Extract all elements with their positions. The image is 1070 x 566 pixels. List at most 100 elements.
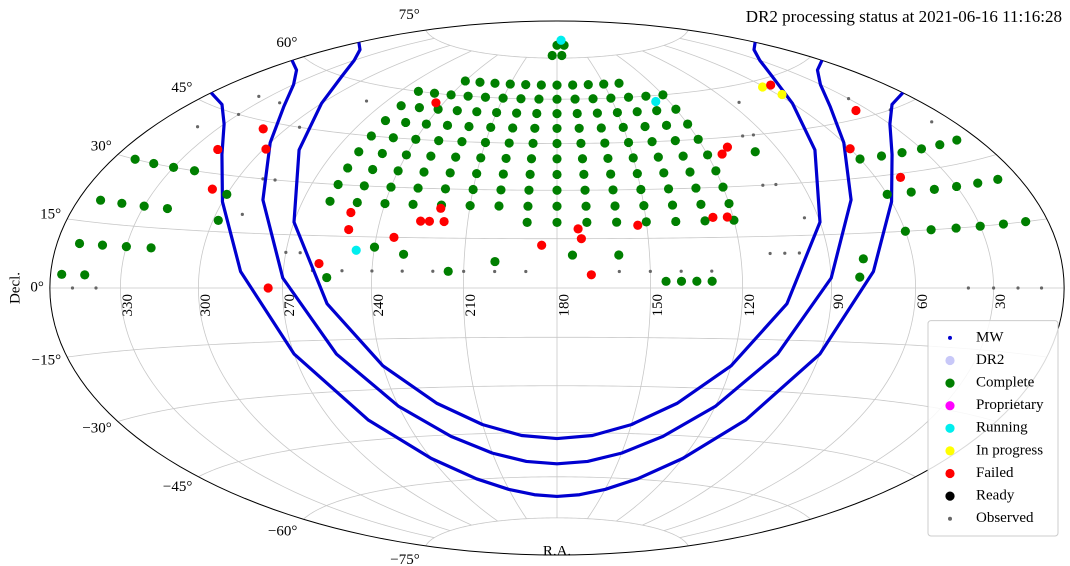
data-point [858, 254, 868, 264]
data-point [380, 198, 390, 209]
data-point [463, 91, 473, 101]
data-point [552, 154, 562, 164]
data-point [369, 242, 380, 252]
data-point [700, 216, 710, 226]
data-point [577, 154, 588, 164]
data-point [523, 201, 533, 211]
data-point [426, 151, 436, 161]
data-point [436, 203, 446, 213]
data-point [297, 125, 302, 129]
x-tick-label: 180 [556, 294, 572, 317]
data-point [640, 121, 650, 132]
data-point [496, 185, 506, 195]
data-point [490, 78, 500, 88]
data-point [476, 153, 486, 163]
data-point [926, 225, 936, 235]
data-point [70, 286, 75, 290]
data-point [855, 272, 865, 282]
data-point [351, 245, 361, 255]
data-point [457, 137, 467, 147]
data-point [284, 250, 288, 255]
data-point [344, 224, 354, 235]
data-point [396, 101, 406, 111]
data-point [661, 276, 671, 286]
data-point [273, 178, 277, 182]
data-point [480, 92, 491, 102]
data-point [380, 115, 391, 126]
data-point [434, 136, 444, 146]
data-point [600, 138, 610, 148]
y-tick-label: −15° [32, 352, 61, 368]
data-point [498, 93, 508, 103]
x-axis-label: R.A. [543, 543, 571, 559]
data-point [724, 198, 734, 209]
data-point [973, 178, 983, 188]
data-point [354, 147, 364, 157]
data-point [521, 80, 531, 90]
legend-label: DR2 [976, 352, 1004, 368]
data-point [653, 152, 663, 162]
x-tick-label: 240 [371, 294, 387, 317]
data-point [416, 216, 426, 226]
y-tick-label: 45° [171, 80, 192, 96]
data-point [386, 182, 396, 192]
data-point [524, 269, 528, 274]
data-point [516, 94, 526, 104]
data-point [906, 187, 916, 197]
data-point [421, 119, 431, 129]
x-tick-label: 30 [993, 294, 1009, 309]
data-point [146, 243, 156, 253]
data-point [592, 108, 602, 118]
data-point [1039, 286, 1044, 290]
data-point [648, 269, 652, 273]
data-point [722, 212, 732, 222]
legend-marker [945, 468, 955, 479]
data-point [236, 112, 241, 117]
legend-label: Proprietary [976, 397, 1044, 413]
data-point [617, 269, 621, 274]
data-point [761, 183, 765, 187]
data-point [257, 94, 261, 98]
y-tick-label: 60° [276, 35, 297, 51]
data-point [121, 242, 131, 252]
data-point [74, 238, 85, 249]
data-point [670, 136, 680, 146]
data-point [213, 144, 223, 155]
y-tick-label: −60° [268, 524, 297, 540]
data-point [661, 120, 672, 131]
data-point [377, 148, 387, 159]
data-point [952, 135, 962, 145]
legend-marker [945, 446, 955, 456]
data-point [168, 162, 179, 172]
data-point [628, 153, 638, 163]
data-point [314, 258, 324, 269]
data-point [512, 108, 522, 118]
mw-line [261, 59, 853, 466]
data-point [707, 276, 717, 286]
data-point [524, 185, 534, 195]
data-point [846, 97, 851, 101]
data-point [777, 89, 787, 100]
data-point [603, 153, 613, 164]
data-point [325, 196, 335, 206]
data-point [352, 197, 362, 208]
data-point [359, 181, 369, 191]
data-point [130, 154, 140, 164]
data-point [579, 169, 589, 179]
data-point [992, 286, 996, 290]
data-point [717, 149, 727, 159]
data-point [557, 50, 567, 61]
data-point [472, 107, 482, 117]
data-point [525, 169, 535, 179]
data-point [658, 90, 668, 100]
data-point [462, 269, 466, 273]
data-point [612, 217, 622, 227]
data-point [691, 183, 701, 193]
data-point [526, 154, 537, 164]
data-point [895, 172, 906, 182]
x-tick-label: 270 [282, 294, 298, 317]
data-point [774, 182, 778, 187]
data-point [845, 144, 855, 154]
data-point [400, 269, 404, 273]
data-point [340, 269, 344, 273]
